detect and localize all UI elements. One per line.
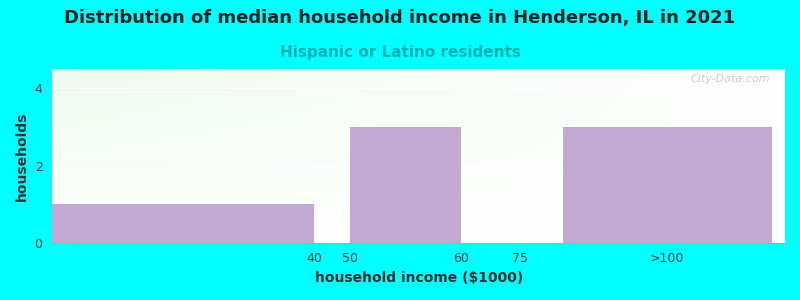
X-axis label: household income ($1000): household income ($1000): [314, 271, 522, 285]
Text: Distribution of median household income in Henderson, IL in 2021: Distribution of median household income …: [65, 9, 735, 27]
Text: City-Data.com: City-Data.com: [691, 74, 770, 84]
Bar: [350, 127, 461, 243]
Bar: [52, 204, 314, 243]
Y-axis label: households: households: [15, 111, 29, 200]
Text: Hispanic or Latino residents: Hispanic or Latino residents: [279, 45, 521, 60]
Bar: [562, 127, 772, 243]
